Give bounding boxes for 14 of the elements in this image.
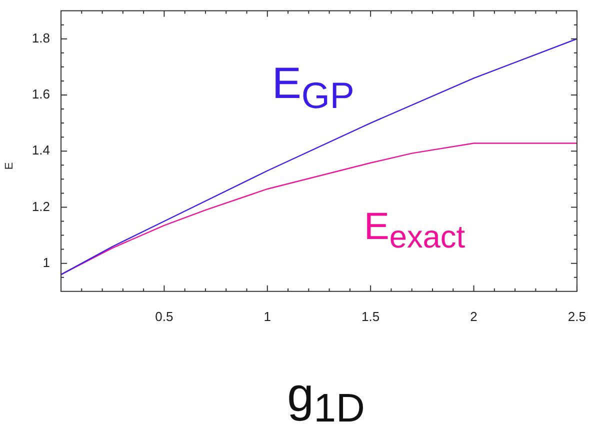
x-tick-label: 1.5	[362, 308, 380, 324]
annotation: E$_{GP}$	[272, 59, 354, 116]
x-tick-label: 2.5	[568, 308, 586, 324]
y-axis-title: E	[4, 162, 16, 170]
y-tick-label: 1	[42, 254, 50, 270]
x-tick-label: 2	[470, 308, 478, 324]
y-tick-label: 1.6	[32, 86, 50, 102]
x-tick-label: 0.5	[155, 308, 174, 324]
x-tick-label: 1	[264, 308, 272, 324]
y-tick-label: 1.2	[32, 198, 50, 214]
x-axis-title: g$_{1D}$	[286, 368, 366, 433]
y-tick-label: 1.8	[32, 30, 50, 46]
annotation: E$_{exact}$	[364, 206, 466, 255]
y-tick-label: 1.4	[32, 142, 50, 158]
